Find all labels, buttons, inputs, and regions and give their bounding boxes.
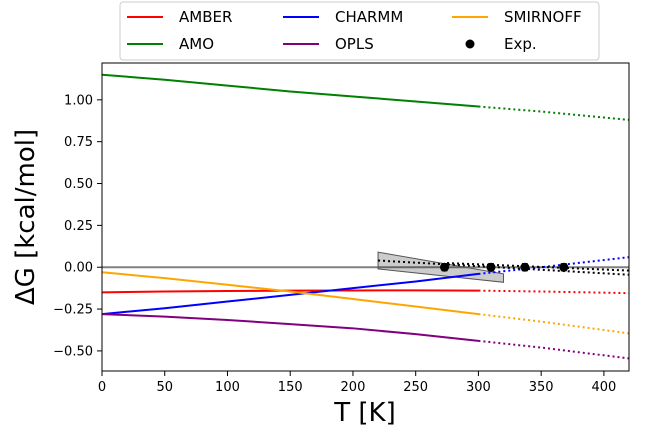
exp-fit-2-line [447, 262, 629, 272]
legend-label-charmm: CHARMM [335, 8, 403, 26]
series-amo-solid [102, 73, 479, 108]
x-tick-label: 150 [278, 380, 303, 395]
x-tick-label: 350 [529, 380, 554, 395]
x-tick-label: 200 [341, 380, 366, 395]
legend-label-amo: AMO [179, 35, 214, 53]
y-tick-label: 0.75 [64, 135, 93, 150]
y-axis: −0.50 −0.25 0.00 0.25 0.50 0.75 1.00 [53, 93, 102, 359]
x-tick-label: 250 [403, 380, 428, 395]
x-tick-label: 0 [98, 380, 106, 395]
y-tick-label: 0.00 [64, 261, 93, 276]
y-tick-label: 0.25 [64, 219, 93, 234]
legend-label-smirnoff: SMIRNOFF [504, 8, 582, 26]
x-tick-label: 50 [156, 380, 173, 395]
x-axis: 0 50 100 150 200 250 300 350 400 [98, 371, 616, 395]
y-axis-title: ΔG [kcal/mol] [11, 129, 41, 305]
x-tick-label: 400 [591, 380, 616, 395]
exp-data-point [486, 262, 496, 272]
exp-data-point [440, 262, 450, 272]
y-tick-label: 0.50 [64, 177, 93, 192]
y-tick-label: −0.25 [53, 303, 93, 318]
series-opls-solid [102, 313, 479, 342]
series-charmm-solid [102, 272, 479, 316]
series-smirnoff-extrapolated [478, 313, 629, 335]
y-tick-label: −0.50 [53, 344, 93, 359]
x-axis-title: T [K] [333, 398, 395, 428]
plot-area-frame [101, 62, 630, 372]
y-tick-label: 1.00 [64, 93, 93, 108]
legend-swatch-exp [465, 39, 475, 49]
x-tick-label: 100 [215, 380, 240, 395]
legend-label-amber: AMBER [179, 8, 232, 26]
legend: AMBER AMO CHARMM OPLS SMIRNOFF Exp. [119, 1, 600, 61]
legend-label-exp: Exp. [504, 35, 537, 53]
exp-data-point [559, 262, 569, 272]
exp-fit-1-line [377, 259, 629, 276]
series-opls-extrapolated [478, 339, 629, 360]
series-charmm-extrapolated [478, 256, 629, 275]
exp-data-point [520, 262, 530, 272]
series-smirnoff-solid [102, 271, 479, 316]
series-amo-extrapolated [478, 105, 629, 121]
x-tick-label: 300 [466, 380, 491, 395]
legend-label-opls: OPLS [335, 35, 374, 53]
series-amber-extrapolated [478, 289, 629, 295]
